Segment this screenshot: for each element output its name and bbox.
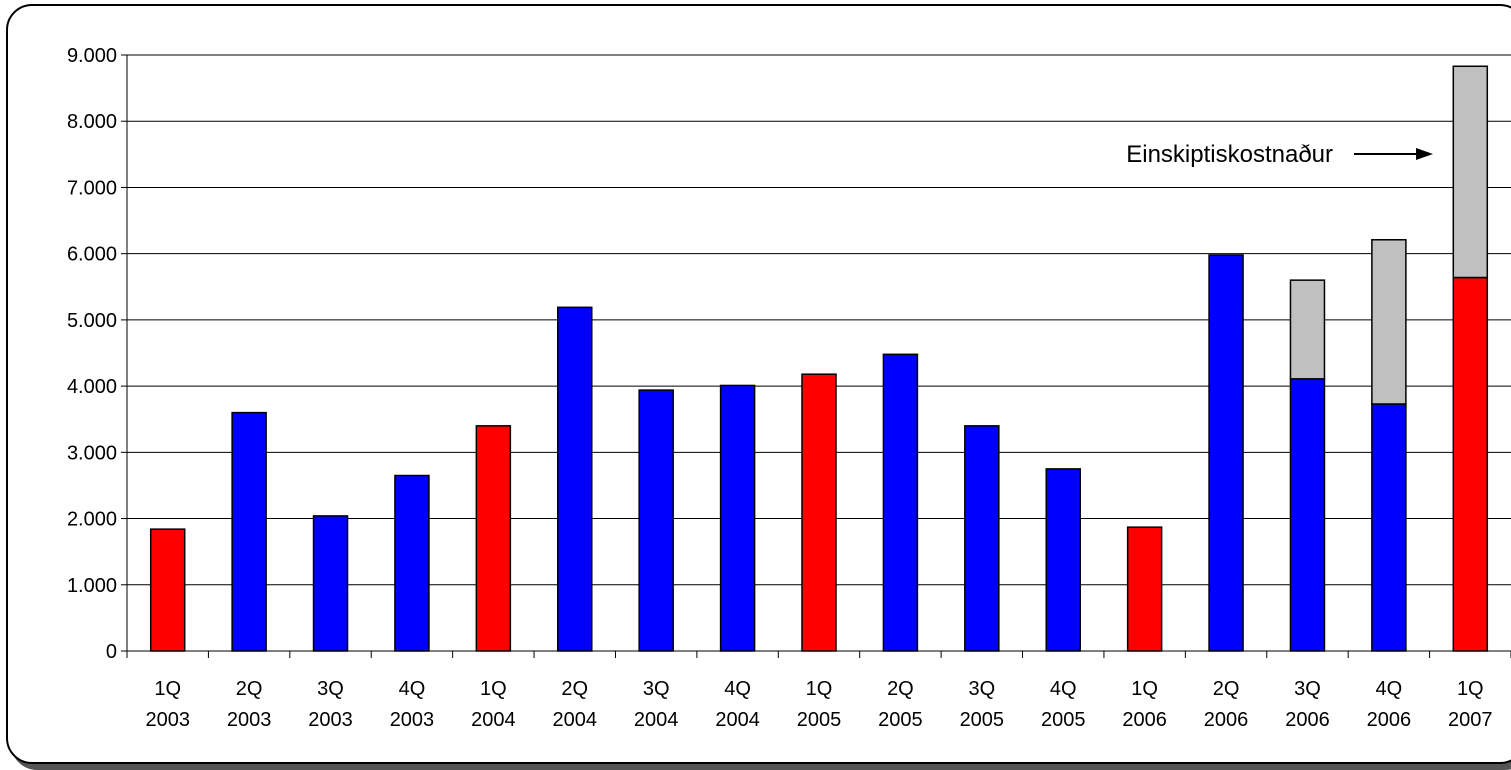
x-tick-label-year: 2006 (1204, 709, 1249, 731)
x-tick-label-year: 2004 (553, 709, 598, 731)
bar (149, 528, 186, 652)
x-tick-label-year: 2006 (1122, 709, 1167, 731)
x-tick-label-quarter: 1Q (480, 678, 507, 700)
x-tick-label-year: 2004 (715, 709, 760, 731)
bar-one-off-cost (1371, 239, 1407, 405)
x-tick-label-quarter: 1Q (1457, 678, 1484, 700)
y-tick-label: 7.000 (67, 177, 117, 199)
x-tick-label-quarter: 3Q (317, 678, 344, 700)
bar (475, 425, 512, 652)
x-tick-label-quarter: 4Q (724, 678, 751, 700)
y-tick-label: 6.000 (67, 244, 117, 266)
x-tick-label-year: 2006 (1285, 709, 1330, 731)
x-tick-label-year: 2006 (1367, 709, 1412, 731)
y-tick-label: 2.000 (67, 509, 117, 531)
bar (801, 373, 837, 652)
bar (1126, 526, 1163, 652)
x-tick-label-year: 2003 (227, 709, 272, 731)
y-tick-label: 3.000 (67, 442, 117, 464)
x-tick-label-year: 2004 (634, 709, 679, 731)
bar (1371, 403, 1407, 652)
bar (964, 425, 1000, 652)
annotation-arrow-head (1416, 148, 1433, 160)
x-tick-label-quarter: 1Q (154, 678, 181, 700)
bar (312, 515, 349, 652)
x-tick-label-quarter: 1Q (806, 678, 833, 700)
x-tick-label-quarter: 2Q (236, 678, 263, 700)
bar (1452, 276, 1489, 652)
annotation-label: Einskiptiskostnaður (1126, 141, 1333, 168)
x-tick-label-year: 2005 (797, 709, 842, 731)
x-tick-label-quarter: 4Q (1050, 678, 1077, 700)
x-tick-label-year: 2003 (308, 709, 353, 731)
y-tick-label: 1.000 (67, 575, 117, 597)
y-tick-label: 9.000 (67, 45, 117, 67)
bar (394, 474, 430, 652)
y-tick-label: 5.000 (67, 310, 117, 332)
x-tick-label-quarter: 3Q (1294, 678, 1321, 700)
x-tick-label-year: 2007 (1448, 709, 1493, 731)
y-tick-label: 4.000 (67, 376, 117, 398)
bar-one-off-cost (1289, 279, 1326, 380)
bar-one-off-cost (1452, 65, 1489, 279)
x-tick-label-quarter: 4Q (399, 678, 426, 700)
x-tick-label-quarter: 1Q (1131, 678, 1158, 700)
x-tick-label-year: 2005 (1041, 709, 1086, 731)
x-tick-label-quarter: 2Q (887, 678, 914, 700)
x-tick-label-year: 2005 (960, 709, 1005, 731)
x-tick-label-quarter: 2Q (1213, 678, 1240, 700)
bar (231, 411, 267, 652)
bar (882, 353, 919, 652)
x-tick-label-quarter: 4Q (1376, 678, 1403, 700)
x-tick-label-year: 2005 (878, 709, 923, 731)
bar (1045, 468, 1081, 652)
x-tick-label-year: 2003 (390, 709, 435, 731)
x-tick-label-quarter: 3Q (968, 678, 995, 700)
bar (1289, 378, 1326, 652)
bar (557, 306, 593, 652)
bar (719, 384, 756, 652)
y-tick-label: 0 (106, 641, 117, 663)
y-tick-label: 8.000 (67, 111, 117, 133)
x-tick-label-quarter: 3Q (643, 678, 670, 700)
x-tick-label-year: 2003 (145, 709, 190, 731)
x-tick-label-quarter: 2Q (561, 678, 588, 700)
x-tick-label-year: 2004 (471, 709, 516, 731)
bar (1208, 254, 1244, 652)
bar (638, 389, 674, 652)
